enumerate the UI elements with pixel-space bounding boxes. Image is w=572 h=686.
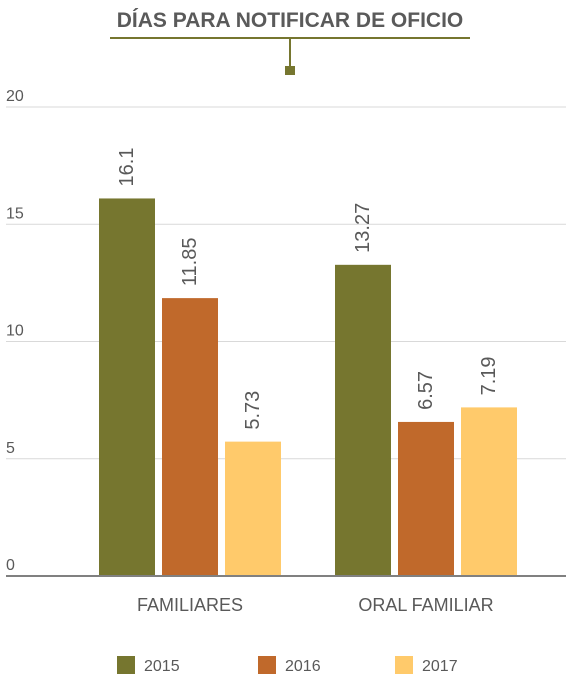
gridlines: [6, 106, 566, 460]
title-marker: [285, 66, 295, 75]
legend: 2015 2016 2017: [117, 656, 458, 675]
data-label: 5.73: [242, 391, 264, 430]
legend-swatch-2015: [117, 656, 135, 674]
legend-label: 2016: [285, 658, 321, 675]
bar-2016: [162, 298, 218, 576]
bar-2015: [99, 198, 155, 576]
x-axis-categories: FAMILIARES ORAL FAMILIAR: [137, 595, 494, 615]
bar-2017: [461, 407, 517, 576]
y-axis-ticks: 0 5 10 15 20: [6, 88, 24, 574]
y-tick-label: 5: [6, 440, 15, 457]
legend-label: 2017: [422, 658, 458, 675]
y-tick-label: 10: [6, 323, 24, 340]
chart-title: DÍAS PARA NOTIFICAR DE OFICIO: [117, 9, 464, 32]
legend-label: 2015: [144, 658, 180, 675]
bar-2016: [398, 421, 454, 576]
y-tick-label: 0: [6, 557, 15, 574]
legend-swatch-2017: [395, 656, 413, 674]
data-label: 7.19: [478, 356, 500, 395]
data-labels: 16.1 11.85 5.73 13.27 6.57 7.19: [116, 148, 500, 430]
bar-2017: [225, 441, 281, 576]
y-tick-label: 15: [6, 205, 24, 222]
x-category-label: ORAL FAMILIAR: [358, 595, 493, 615]
data-label: 11.85: [179, 238, 201, 287]
data-label: 16.1: [116, 148, 138, 187]
data-label: 6.57: [415, 371, 437, 410]
y-tick-label: 20: [6, 88, 24, 105]
x-category-label: FAMILIARES: [137, 595, 243, 615]
data-label: 13.27: [352, 203, 374, 253]
bars: [99, 198, 517, 576]
legend-swatch-2016: [258, 656, 276, 674]
bar-2015: [335, 264, 391, 576]
